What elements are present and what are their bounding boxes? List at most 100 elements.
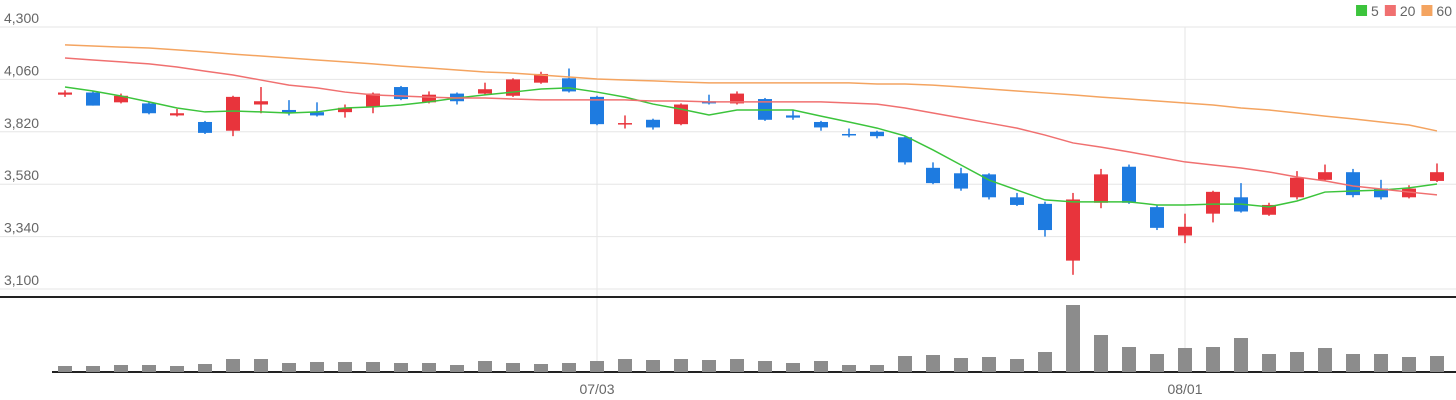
candle-body <box>1346 172 1360 196</box>
volume-bar <box>1374 354 1388 372</box>
legend-swatch <box>1421 5 1433 16</box>
candle-body <box>86 92 100 106</box>
candle-body <box>1066 199 1080 261</box>
candle-body <box>562 78 576 92</box>
candle-body <box>646 119 660 128</box>
y-tick-label: 3,580 <box>4 167 39 183</box>
x-tick-label: 08/01 <box>1167 381 1202 397</box>
volume-bar <box>926 355 940 372</box>
candle-body <box>898 137 912 163</box>
candle-body <box>730 93 744 104</box>
candle-body <box>1402 188 1416 198</box>
volume-bar <box>982 357 996 372</box>
legend-label: 20 <box>1400 3 1416 19</box>
volume-bar <box>170 366 184 372</box>
candle-body <box>1374 188 1388 198</box>
volume-bar <box>338 362 352 372</box>
volume-bar <box>254 359 268 372</box>
candle-body <box>1038 203 1052 231</box>
candle-body <box>198 121 212 133</box>
candle-body <box>926 167 940 184</box>
candle-body <box>170 113 184 116</box>
volume-bar <box>646 360 660 372</box>
volume-bar <box>1150 354 1164 372</box>
candle-body <box>1206 191 1220 214</box>
candle-body <box>870 131 884 137</box>
volume-bar <box>1402 357 1416 372</box>
volume-bar <box>898 356 912 372</box>
volume-bar <box>86 366 100 372</box>
volume-bar <box>226 359 240 372</box>
volume-bar <box>1318 348 1332 372</box>
candle-body <box>590 96 604 125</box>
volume-bar <box>1346 354 1360 372</box>
legend-label: 5 <box>1371 3 1379 19</box>
volume-bar <box>478 361 492 372</box>
candle-body <box>1122 166 1136 203</box>
y-tick-label: 4,300 <box>4 10 39 26</box>
moving-average-line <box>64 44 1438 132</box>
candle-body <box>1430 172 1444 181</box>
moving-average-line <box>64 57 1438 196</box>
volume-bar <box>198 364 212 372</box>
candle-body <box>142 103 156 114</box>
volume-bar <box>282 363 296 372</box>
volume-bar <box>310 362 324 372</box>
volume-bar <box>1010 359 1024 372</box>
candle-body <box>254 101 268 105</box>
volume-bar <box>590 361 604 372</box>
candle-body <box>506 79 520 96</box>
volume-bar <box>1122 347 1136 372</box>
y-tick-label: 3,100 <box>4 272 39 288</box>
volume-bar <box>142 365 156 372</box>
candle-body <box>982 174 996 198</box>
volume-bar <box>1262 354 1276 372</box>
candle-body <box>1178 226 1192 236</box>
candle-body <box>114 95 128 103</box>
moving-average-line <box>64 86 1438 208</box>
volume-bar <box>394 363 408 372</box>
y-tick-label: 3,340 <box>4 220 39 236</box>
candle-body <box>842 133 856 136</box>
candle-body <box>338 107 352 113</box>
y-tick-label: 4,060 <box>4 62 39 78</box>
candle-body <box>310 112 324 116</box>
volume-bar <box>702 360 716 372</box>
candle-body <box>954 173 968 189</box>
volume-bar <box>366 362 380 372</box>
volume-bar <box>450 365 464 372</box>
volume-bar <box>954 358 968 372</box>
volume-bar <box>842 365 856 372</box>
candle-body <box>1150 207 1164 228</box>
candle-body <box>394 87 408 100</box>
volume-bar <box>814 361 828 372</box>
candle-body <box>366 93 380 107</box>
legend-swatch <box>1356 5 1368 16</box>
candle-body <box>1010 197 1024 205</box>
volume-bar <box>534 364 548 372</box>
volume-bar <box>58 366 72 372</box>
candle-body <box>58 92 72 95</box>
volume-bar <box>674 359 688 372</box>
volume-bar <box>1234 338 1248 372</box>
candle-body <box>226 96 240 131</box>
volume-bar <box>1038 352 1052 372</box>
volume-bar <box>506 363 520 372</box>
volume-bar <box>1206 347 1220 372</box>
x-tick-label: 07/03 <box>579 381 614 397</box>
volume-bar <box>562 363 576 372</box>
volume-bar <box>1094 335 1108 372</box>
volume-bar <box>618 359 632 372</box>
candle-body <box>534 73 548 83</box>
volume-bar <box>1066 305 1080 372</box>
candle-body <box>618 123 632 125</box>
candle-body <box>422 94 436 103</box>
y-tick-label: 3,820 <box>4 115 39 131</box>
candle-body <box>282 109 296 114</box>
volume-bar <box>758 361 772 372</box>
volume-bar <box>1178 348 1192 372</box>
candle-body <box>1094 174 1108 203</box>
volume-bar <box>114 365 128 372</box>
volume-bar <box>422 363 436 372</box>
